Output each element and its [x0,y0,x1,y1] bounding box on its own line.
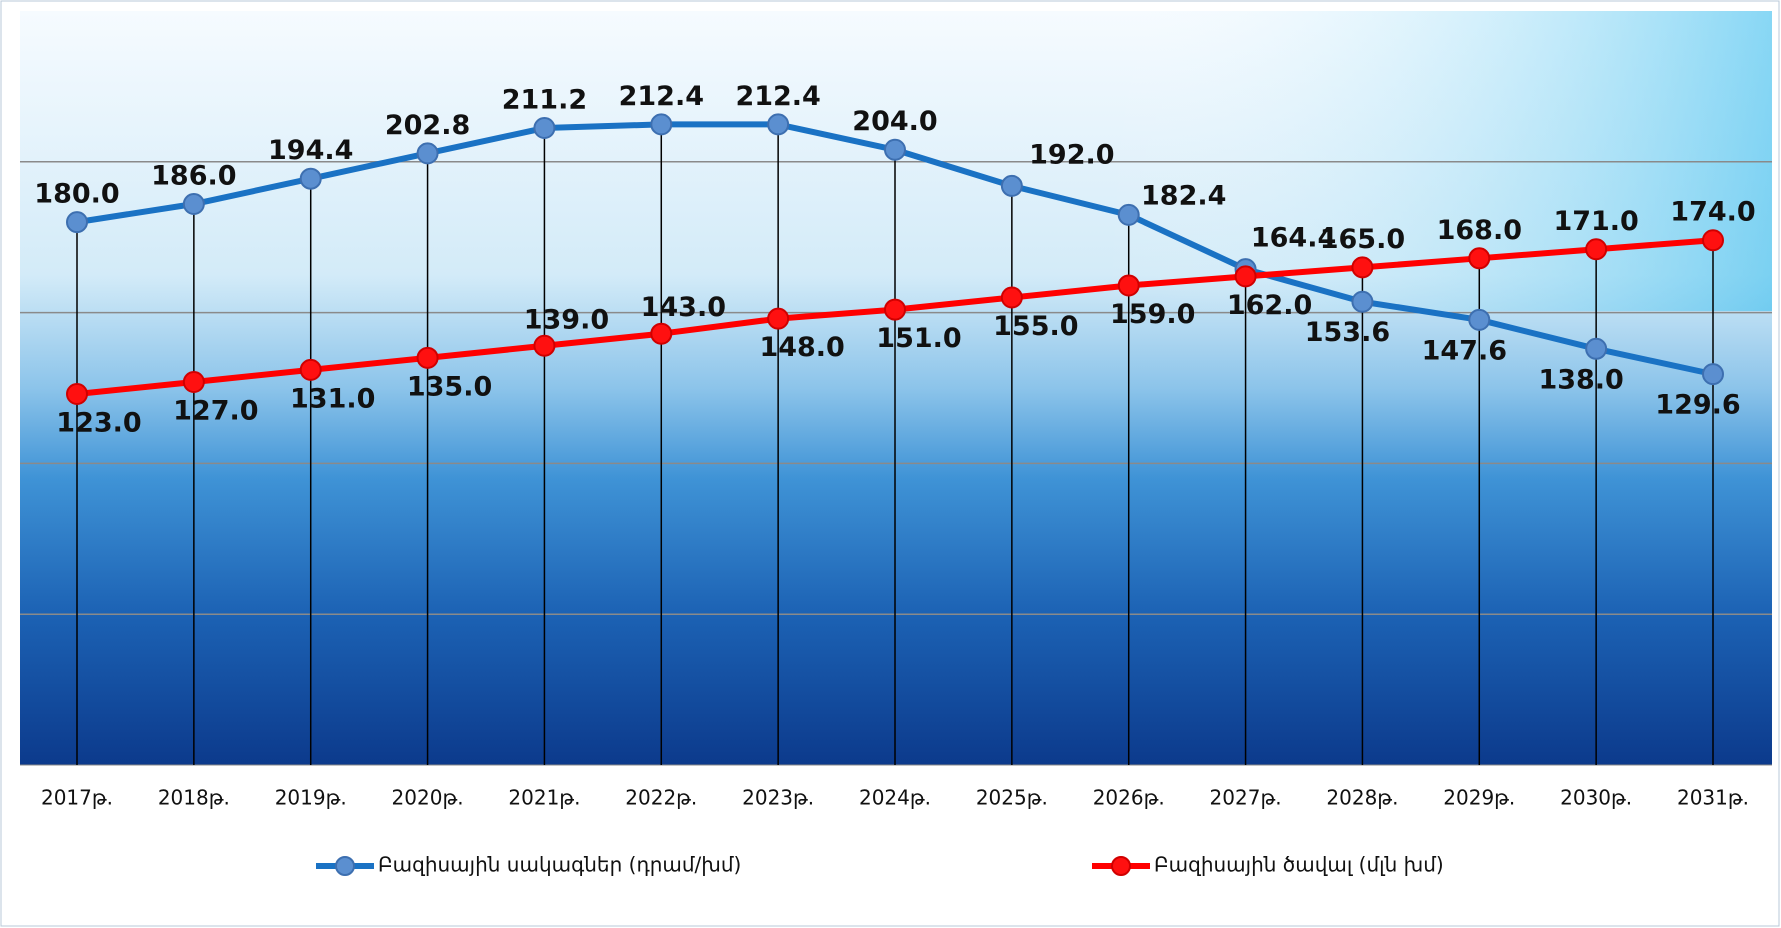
value-label: 212.4 [619,81,704,112]
value-label: 202.8 [385,110,470,141]
data-point [182,370,205,393]
value-label: 186.0 [151,161,236,192]
x-tick-label: 2025թ. [976,786,1048,810]
value-label: 127.0 [173,395,258,426]
x-tick-label: 2024թ. [859,786,931,810]
value-label: 138.0 [1538,364,1623,395]
legend-label: Բազիսային սակագներ (դրամ/խմ) [378,853,741,877]
data-point [533,334,556,357]
value-label: 168.0 [1437,215,1522,246]
x-tick-label: 2029թ. [1443,786,1515,810]
value-label: 155.0 [993,311,1078,342]
x-tick-label: 2019թ. [275,786,347,810]
value-label: 143.0 [641,292,726,323]
data-point [1468,247,1491,270]
data-point [1117,203,1140,226]
data-point [1585,337,1608,360]
data-point [1000,174,1023,197]
data-point [1468,308,1491,331]
data-point [1234,265,1257,288]
data-point [650,322,673,345]
value-label: 180.0 [34,179,119,210]
x-tick-label: 2030թ. [1560,786,1632,810]
value-label: 162.0 [1227,290,1312,321]
value-label: 148.0 [759,332,844,363]
value-label: 165.0 [1320,224,1405,255]
data-point [416,346,439,369]
data-point [1585,238,1608,261]
value-label: 211.2 [502,85,587,116]
value-label: 135.0 [407,371,492,402]
value-label: 129.6 [1655,390,1740,421]
data-point [650,113,673,136]
legend-swatch-marker [335,856,355,876]
data-point [66,383,88,406]
data-point [1000,286,1023,309]
legend-label: Բազիսային ծավալ (մլն խմ) [1154,853,1444,877]
data-point [182,193,205,216]
x-tick-label: 2027թ. [1210,786,1282,810]
x-tick-label: 2028թ. [1326,786,1398,810]
data-point [533,117,556,140]
value-label: 192.0 [1029,139,1114,170]
data-point [1117,274,1140,297]
data-point [1351,290,1374,313]
value-label: 153.6 [1305,317,1390,348]
data-point [299,358,322,381]
x-tick-label: 2021թ. [508,786,580,810]
value-label: 159.0 [1110,299,1195,330]
x-tick-label: 2031թ. [1677,786,1749,810]
value-label: 147.6 [1422,335,1507,366]
value-label: 131.0 [290,383,375,414]
plot-glow [1100,11,1772,311]
x-tick-label: 2022թ. [625,786,697,810]
data-point [1702,229,1724,252]
data-point [66,211,88,234]
x-tick-label: 2023թ. [742,786,814,810]
data-point [767,113,790,136]
data-point [884,298,906,321]
value-label: 212.4 [735,81,820,112]
x-tick-label: 2017թ. [41,786,113,810]
data-point [884,138,906,161]
value-label: 171.0 [1553,206,1638,237]
data-point [416,142,439,165]
value-label: 164.4 [1251,223,1336,254]
value-label: 182.4 [1141,180,1226,211]
value-label: 151.0 [876,323,961,354]
x-tick-label: 2020թ. [392,786,464,810]
data-point [299,167,322,190]
data-point [1351,256,1374,279]
value-label: 139.0 [524,304,609,335]
data-point [767,307,790,330]
value-label: 194.4 [268,135,353,166]
value-label: 123.0 [56,408,141,439]
value-label: 174.0 [1670,197,1755,228]
legend-swatch-marker [1111,856,1131,876]
value-label: 204.0 [852,106,937,137]
x-tick-label: 2026թ. [1093,786,1165,810]
data-point [1702,363,1724,386]
x-tick-label: 2018թ. [158,786,230,810]
